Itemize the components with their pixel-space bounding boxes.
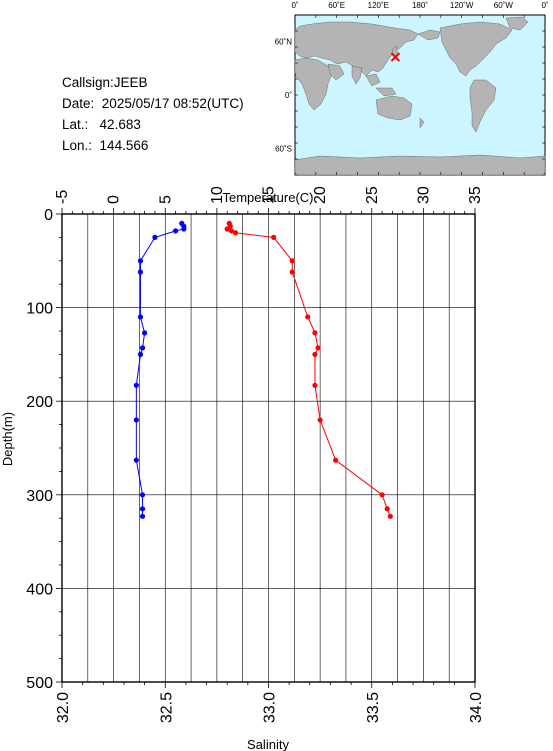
lon-label: Lon.: (62, 138, 93, 153)
salinity-point (137, 351, 144, 357)
callsign-value: JEEB (113, 75, 148, 90)
map-top-label: 120˚W (450, 1, 474, 10)
top-tick-label: 10 (209, 186, 226, 204)
salinity-point (181, 226, 187, 232)
temperature-point (312, 351, 318, 357)
y-tick-label: 300 (26, 488, 53, 505)
land-africa (294, 57, 333, 111)
salinity-point (172, 228, 179, 234)
land-south-america (469, 79, 497, 133)
bottom-tick-label: 32.5 (158, 692, 175, 723)
land-greenland (505, 16, 529, 31)
map-top-label: 120˚E (368, 1, 389, 10)
temperature-point (271, 234, 277, 240)
temperature-point (289, 258, 295, 264)
top-tick-label: 15 (261, 186, 278, 204)
lat-row: Lat.: 42.683 (62, 114, 244, 135)
map-top-label: 60˚E (328, 1, 345, 10)
temperature-point (228, 228, 234, 234)
temperature-point (384, 506, 390, 512)
y-tick-label: 100 (26, 301, 53, 318)
top-tick-label: 5 (157, 195, 174, 204)
temperature-point (387, 513, 393, 519)
y-axis-label: Depth(m) (0, 412, 15, 466)
land-new-zealand (419, 117, 425, 129)
y-tick-label: 400 (26, 581, 53, 598)
salinity-point (152, 234, 158, 240)
salinity-point (139, 506, 146, 512)
map-top-label: 180˚ (412, 1, 428, 10)
land-india (351, 65, 363, 85)
temperature-point (379, 492, 385, 498)
date-row: Date: 2025/05/17 08:52(UTC) (62, 93, 244, 114)
salinity-point (137, 269, 144, 275)
salinity-point (133, 457, 139, 463)
bottom-tick-label: 33.0 (262, 692, 279, 723)
top-tick-label: -5 (54, 190, 71, 204)
land-australia (375, 95, 413, 121)
salinity-point (142, 330, 148, 336)
x-bottom-axis-label: Salinity (247, 737, 289, 751)
callsign-label: Callsign: (62, 75, 114, 90)
date-label: Date: (62, 96, 95, 111)
top-tick-label: 35 (467, 186, 484, 204)
bottom-tick-label: 34.0 (468, 692, 485, 723)
temperature-point (232, 230, 239, 236)
y-tick-label: 500 (26, 675, 53, 692)
top-tick-label: 20 (312, 186, 329, 204)
top-tick-label: 0 (106, 195, 123, 204)
salinity-point (137, 314, 144, 320)
temperature-point (289, 269, 295, 275)
land-north-america (439, 21, 513, 77)
station-marker-cross (390, 52, 401, 62)
x-top-axis-label: Temperature(C) (222, 190, 313, 205)
map-left-label: 0˚ (285, 91, 292, 100)
map-left-labels: 60˚N 0˚ 60˚S (275, 38, 293, 154)
y-tick-label: 200 (26, 394, 53, 411)
lat-value: 42.683 (99, 117, 141, 132)
map-left-label: 60˚N (275, 38, 293, 47)
bottom-tick-label: 33.5 (365, 692, 382, 723)
lon-value: 144.566 (99, 138, 149, 153)
map-top-label: 60˚W (494, 1, 514, 10)
date-value: 2025/05/17 08:52(UTC) (101, 96, 244, 111)
land-eurasia (294, 21, 419, 77)
salinity-point (139, 492, 146, 498)
bottom-tick-label: 32.0 (55, 692, 72, 723)
temperature-point (317, 417, 323, 423)
top-tick-label: 30 (415, 186, 432, 204)
temperature-point (315, 345, 321, 351)
temperature-point (224, 226, 230, 232)
salinity-point (137, 258, 144, 264)
series-group (133, 220, 393, 519)
salinity-point (133, 382, 139, 388)
temperature-point (312, 330, 318, 336)
map-top-label: 0˚ (291, 1, 298, 10)
y-tick-label: 0 (44, 207, 53, 224)
map-top-label: 0˚ (541, 1, 548, 10)
map-frame-ticks (294, 14, 546, 176)
station-marker (390, 52, 401, 62)
salinity-point (133, 417, 139, 423)
temperature-point (305, 314, 311, 320)
salinity-point (139, 345, 146, 351)
lat-label: Lat.: (62, 117, 89, 132)
top-tick-label: 25 (364, 186, 381, 204)
callsign-row: Callsign:JEEB (62, 72, 244, 93)
lon-row: Lon.: 144.566 (62, 135, 244, 156)
temperature-point (333, 457, 339, 463)
map-land (294, 16, 546, 176)
land-se-asia (365, 73, 397, 97)
station-info: Callsign:JEEB Date: 2025/05/17 08:52(UTC… (62, 72, 244, 156)
temperature-point (312, 382, 318, 388)
map-left-label: 60˚S (275, 144, 292, 153)
land-arabia (327, 63, 345, 81)
salinity-point (139, 513, 146, 519)
axes (56, 208, 476, 688)
land-alaska (417, 29, 441, 41)
map-top-labels: 0˚ 60˚E 120˚E 180˚ 120˚W 60˚W 0˚ (291, 1, 548, 10)
